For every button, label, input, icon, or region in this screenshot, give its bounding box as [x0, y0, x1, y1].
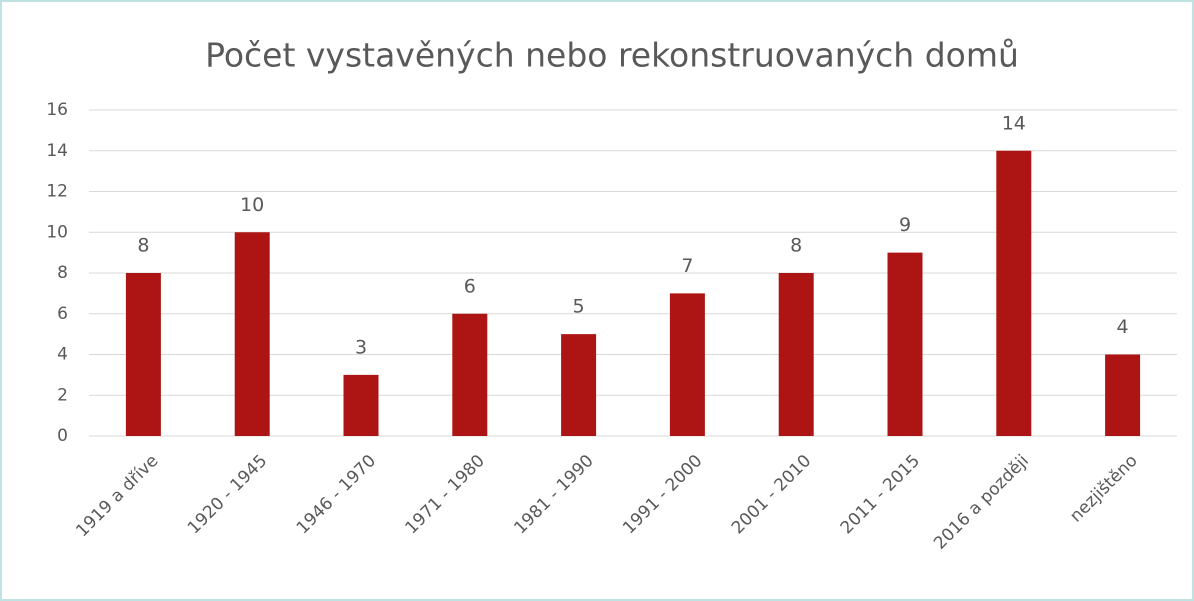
bar [996, 150, 1032, 436]
bar [343, 374, 379, 436]
data-label: 10 [240, 194, 264, 216]
y-tick-label: 14 [46, 141, 68, 161]
data-label: 9 [899, 214, 911, 236]
data-label: 3 [355, 336, 367, 358]
y-tick-label: 2 [57, 385, 68, 405]
bar [234, 232, 270, 436]
bar [778, 273, 814, 436]
data-label: 8 [137, 235, 149, 257]
data-label: 4 [1117, 316, 1129, 338]
bar [887, 252, 923, 436]
bar [125, 273, 161, 436]
y-tick-label: 12 [46, 182, 68, 202]
y-tick-label: 16 [46, 100, 68, 120]
y-tick-label: 0 [57, 426, 68, 446]
data-label: 5 [573, 296, 585, 318]
data-label: 7 [681, 255, 693, 277]
y-tick-label: 4 [57, 345, 68, 365]
data-label: 14 [1002, 112, 1026, 134]
bar [1105, 354, 1141, 436]
bar [561, 334, 597, 436]
chart-title: Počet vystavěných nebo rekonstruovaných … [205, 36, 1019, 75]
bar [452, 313, 488, 436]
y-tick-label: 8 [57, 263, 68, 283]
y-tick-label: 6 [57, 304, 68, 324]
data-label: 8 [790, 235, 802, 257]
data-label: 6 [464, 275, 476, 297]
bar [669, 293, 705, 436]
y-tick-label: 10 [46, 222, 68, 242]
